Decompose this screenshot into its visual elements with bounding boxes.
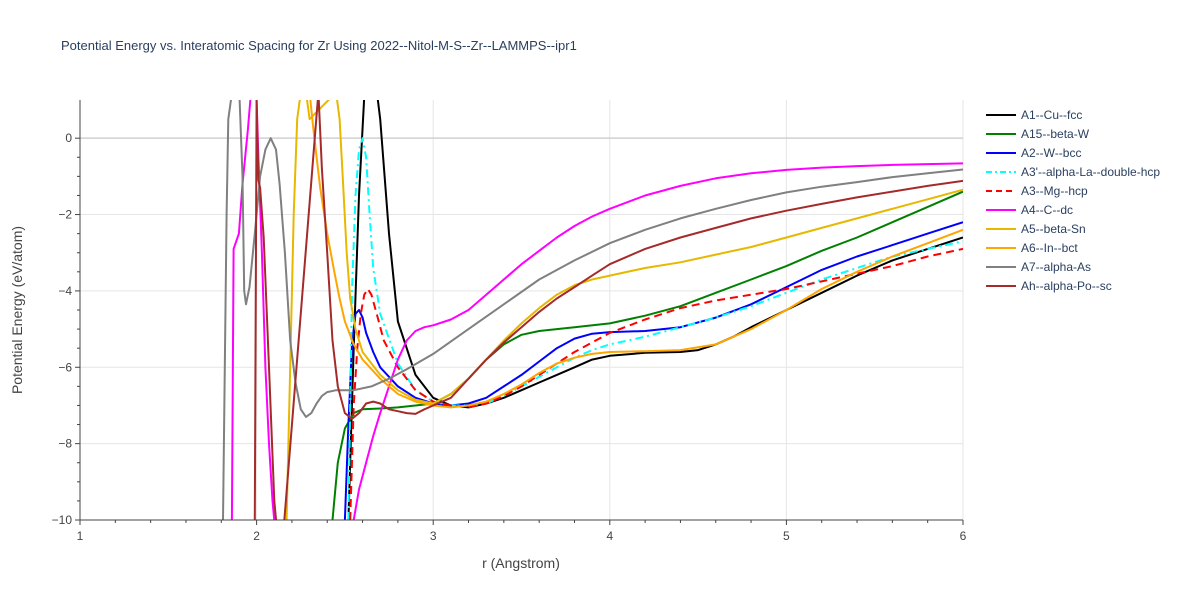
legend-label-1: A1--Cu--fcc	[1021, 108, 1082, 122]
y-tick-label: 0	[65, 131, 72, 145]
series-line-7	[285, 100, 963, 520]
legend-label-9: A7--alpha-As	[1021, 260, 1091, 274]
x-tick-label: 5	[783, 529, 790, 543]
series-line-2	[331, 190, 963, 520]
x-axis-label: r (Angstrom)	[482, 555, 560, 571]
legend-label-6: A4--C--dc	[1021, 203, 1073, 217]
x-tick-label: 3	[430, 529, 437, 543]
x-tick-label: 4	[606, 529, 613, 543]
legend-label-10: Ah--alpha-Po--sc	[1021, 279, 1112, 293]
series-line-10	[253, 100, 963, 520]
legend-label-5: A3--Mg--hcp	[1021, 184, 1088, 198]
series-line-3	[343, 221, 963, 520]
legend: A1--Cu--fcc A15--beta-W A2--W--bcc A3'--alp…	[986, 108, 1160, 293]
series-layer	[222, 100, 963, 520]
y-tick-label: −6	[58, 360, 72, 374]
x-tick-label: 6	[960, 529, 967, 543]
series-line-8	[309, 100, 963, 409]
y-tick-label: −2	[58, 208, 72, 222]
y-tick-label: −4	[58, 284, 72, 298]
axes: 1 2 3 4 5 6 0 −2 −4 −6 −8 −10	[52, 100, 967, 543]
chart-title: Potential Energy vs. Interatomic Spacing…	[61, 38, 577, 53]
x-tick-label: 2	[253, 529, 260, 543]
y-tick-label: −8	[58, 437, 72, 451]
legend-label-2: A15--beta-W	[1021, 127, 1090, 141]
legend-label-7: A5--beta-Sn	[1021, 222, 1086, 236]
legend-label-3: A2--W--bcc	[1021, 146, 1081, 160]
x-tick-label: 1	[77, 529, 84, 543]
series-line-9	[222, 100, 963, 520]
y-tick-label: −10	[52, 513, 73, 527]
series-line-4	[347, 137, 963, 520]
y-axis-label: Potential Energy (eV/atom)	[9, 226, 25, 394]
legend-label-4: A3'--alpha-La--double-hcp	[1021, 165, 1160, 179]
legend-label-8: A6--In--bct	[1021, 241, 1078, 255]
